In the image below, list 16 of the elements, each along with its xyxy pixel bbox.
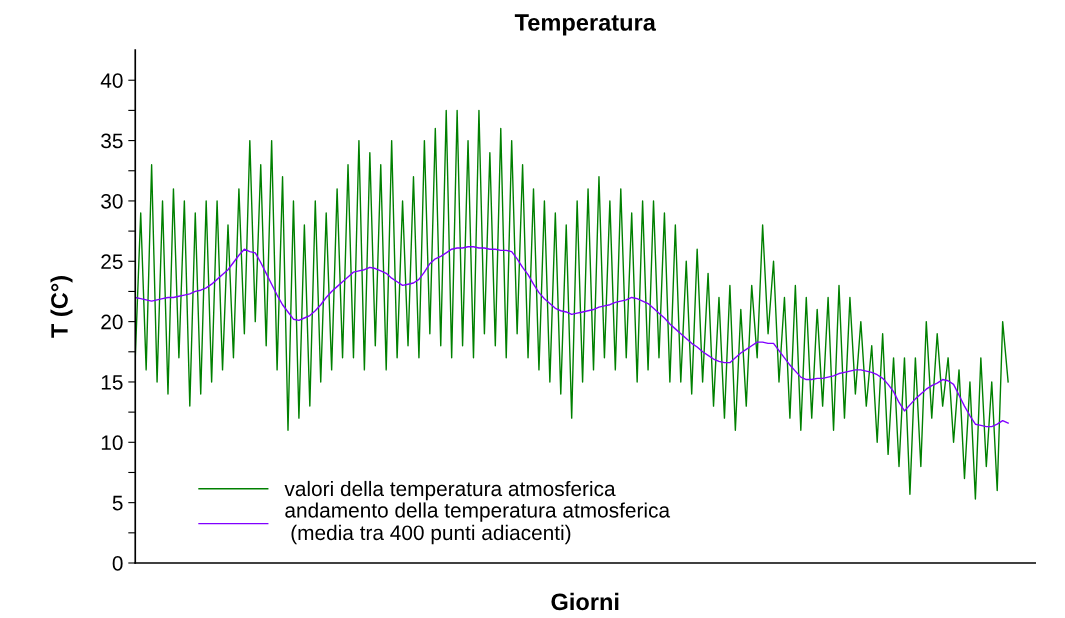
y-tick-label: 5 xyxy=(112,495,123,511)
y-axis-title: T (C°) xyxy=(50,276,73,338)
y-tick-label: 10 xyxy=(101,435,123,451)
y-tick-label: 20 xyxy=(101,314,123,330)
y-tick-label: 15 xyxy=(101,375,123,390)
y-tick-label: 35 xyxy=(101,133,123,149)
legend-label: andamento della temperatura atmosferica (media tra 400 punti adiacenti) xyxy=(285,502,671,545)
y-tick-label: 30 xyxy=(101,193,123,209)
line-series xyxy=(135,246,1009,428)
y-tick-label: 40 xyxy=(100,73,123,88)
legend-label: valori della temperatura atmosferica xyxy=(284,480,616,501)
x-axis-title: Giorni xyxy=(551,592,619,611)
line-series xyxy=(135,109,1009,500)
y-tick-label: 0 xyxy=(112,556,123,571)
chart-title: Temperatura xyxy=(514,14,657,36)
y-tick-label: 25 xyxy=(101,254,123,270)
